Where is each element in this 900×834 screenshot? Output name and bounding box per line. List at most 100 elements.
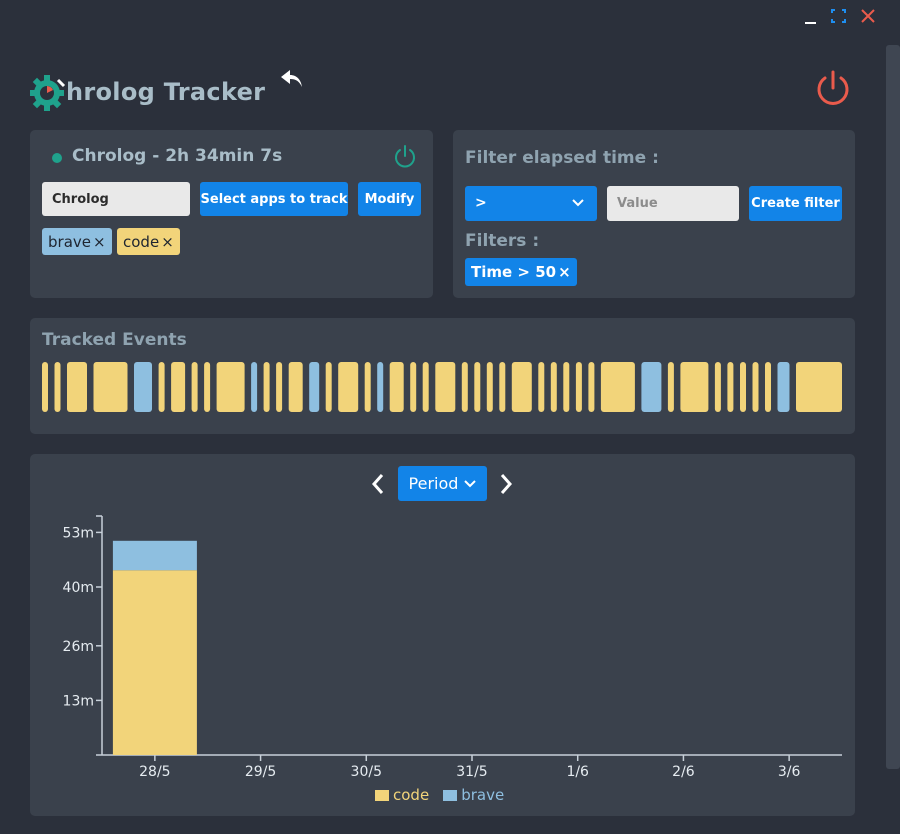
filters-title: Filters : bbox=[465, 231, 540, 251]
event-block-code[interactable] bbox=[796, 362, 842, 412]
app-tag-label: code bbox=[123, 232, 160, 251]
tracked-events-panel: Tracked Events bbox=[30, 318, 855, 434]
active-status-dot bbox=[52, 153, 62, 163]
minimize-button[interactable] bbox=[804, 8, 818, 31]
legend-item-brave[interactable]: brave bbox=[443, 786, 504, 804]
x-tick-label: 30/5 bbox=[351, 764, 382, 780]
event-block-code[interactable] bbox=[575, 362, 582, 412]
event-block-code[interactable] bbox=[499, 362, 506, 412]
event-block-code[interactable] bbox=[550, 362, 557, 412]
y-tick-label: 53m bbox=[63, 525, 94, 541]
app-tag-label: brave bbox=[48, 232, 91, 251]
event-block-code[interactable] bbox=[54, 362, 61, 412]
event-block-code[interactable] bbox=[93, 362, 128, 412]
tracker-name-input[interactable]: Chrolog bbox=[42, 182, 190, 216]
remove-app-icon[interactable]: × bbox=[93, 232, 106, 251]
event-block-code[interactable] bbox=[435, 362, 456, 412]
event-block-code[interactable] bbox=[325, 362, 332, 412]
event-block-brave[interactable] bbox=[134, 362, 152, 412]
scrollbar[interactable] bbox=[886, 45, 900, 769]
bar-brave-28/5[interactable] bbox=[112, 540, 197, 571]
event-block-code[interactable] bbox=[364, 362, 371, 412]
event-block-code[interactable] bbox=[474, 362, 481, 412]
event-block-code[interactable] bbox=[191, 362, 198, 412]
event-block-code[interactable] bbox=[263, 362, 270, 412]
x-tick-label: 28/5 bbox=[139, 764, 170, 780]
filter-panel: Filter elapsed time : > Value Create fil… bbox=[453, 130, 855, 298]
chart-panel: Period 13m 26m 40m 53m 28/5 29/5 30/5 31/5 1/6 2/… bbox=[30, 454, 855, 816]
maximize-button[interactable] bbox=[831, 8, 847, 31]
x-tick-label: 31/5 bbox=[456, 764, 487, 780]
event-block-code[interactable] bbox=[740, 362, 746, 412]
chart-legend: code brave bbox=[375, 786, 504, 804]
event-block-brave[interactable] bbox=[251, 362, 258, 412]
period-select[interactable]: Period bbox=[398, 466, 487, 501]
event-block-code[interactable] bbox=[276, 362, 283, 412]
maximize-icon bbox=[831, 9, 846, 23]
usage-bar-chart: 13m 26m 40m 53m 28/5 29/5 30/5 31/5 1/6 2/6 3/6 bbox=[63, 515, 842, 780]
event-block-brave[interactable] bbox=[777, 362, 790, 412]
event-block-code[interactable] bbox=[204, 362, 211, 412]
event-block-brave[interactable] bbox=[641, 362, 662, 412]
power-icon bbox=[395, 145, 415, 168]
event-block-code[interactable] bbox=[727, 362, 734, 412]
event-block-code[interactable] bbox=[588, 362, 595, 412]
filter-value-input[interactable]: Value bbox=[607, 186, 739, 221]
event-block-code[interactable] bbox=[389, 362, 404, 412]
x-tick-label: 3/6 bbox=[778, 764, 801, 780]
event-block-code[interactable] bbox=[667, 362, 674, 412]
minimize-icon bbox=[805, 22, 816, 24]
next-period-button[interactable] bbox=[496, 472, 516, 500]
close-icon bbox=[861, 9, 875, 23]
event-block-code[interactable] bbox=[288, 362, 303, 412]
filter-title: Filter elapsed time : bbox=[465, 148, 659, 168]
chevron-down-icon bbox=[572, 199, 584, 207]
event-block-code[interactable] bbox=[714, 362, 721, 412]
create-filter-button[interactable]: Create filter bbox=[749, 186, 842, 221]
event-block-brave[interactable] bbox=[377, 362, 384, 412]
tracker-panel: Chrolog - 2h 34min 7s Chrolog Select app… bbox=[30, 130, 433, 298]
event-block-code[interactable] bbox=[765, 362, 771, 412]
legend-item-code[interactable]: code bbox=[375, 786, 429, 804]
event-block-code[interactable] bbox=[422, 362, 429, 412]
event-block-code[interactable] bbox=[171, 362, 186, 412]
event-block-code[interactable] bbox=[67, 362, 87, 412]
events-timeline bbox=[42, 362, 842, 412]
event-block-code[interactable] bbox=[563, 362, 570, 412]
tracker-power-button[interactable] bbox=[392, 144, 418, 174]
chevron-down-icon bbox=[464, 479, 477, 487]
app-tag-brave: brave × bbox=[42, 228, 112, 255]
modify-button[interactable]: Modify bbox=[358, 182, 421, 216]
close-button[interactable] bbox=[860, 8, 876, 31]
remove-app-icon[interactable]: × bbox=[161, 232, 174, 251]
y-tick-label: 13m bbox=[63, 693, 94, 709]
chevron-left-icon bbox=[371, 474, 384, 494]
event-block-code[interactable] bbox=[158, 362, 165, 412]
event-block-code[interactable] bbox=[600, 362, 635, 412]
previous-period-button[interactable] bbox=[368, 472, 388, 500]
remove-filter-icon[interactable]: × bbox=[558, 263, 571, 281]
event-block-code[interactable] bbox=[461, 362, 468, 412]
chevron-right-icon bbox=[500, 474, 513, 494]
power-off-button[interactable] bbox=[813, 69, 853, 113]
event-block-code[interactable] bbox=[680, 362, 709, 412]
filter-chip-label: Time > 50 bbox=[471, 263, 557, 281]
event-block-code[interactable] bbox=[338, 362, 359, 412]
bar-code-28/5[interactable] bbox=[112, 570, 197, 755]
event-block-code[interactable] bbox=[42, 362, 48, 412]
event-block-code[interactable] bbox=[486, 362, 493, 412]
tracked-events-title: Tracked Events bbox=[42, 330, 187, 350]
event-block-code[interactable] bbox=[538, 362, 545, 412]
chrolog-logo-icon bbox=[30, 75, 66, 111]
app-title: hrolog Tracker bbox=[66, 78, 266, 106]
operator-select[interactable]: > bbox=[465, 186, 597, 221]
event-block-code[interactable] bbox=[216, 362, 245, 412]
event-block-code[interactable] bbox=[511, 362, 532, 412]
event-block-code[interactable] bbox=[752, 362, 759, 412]
select-apps-button[interactable]: Select apps to track bbox=[200, 182, 348, 216]
undo-button[interactable] bbox=[278, 66, 306, 96]
y-tick-label: 40m bbox=[63, 580, 94, 596]
event-block-code[interactable] bbox=[410, 362, 417, 412]
event-block-brave[interactable] bbox=[309, 362, 320, 412]
power-icon bbox=[817, 70, 849, 105]
